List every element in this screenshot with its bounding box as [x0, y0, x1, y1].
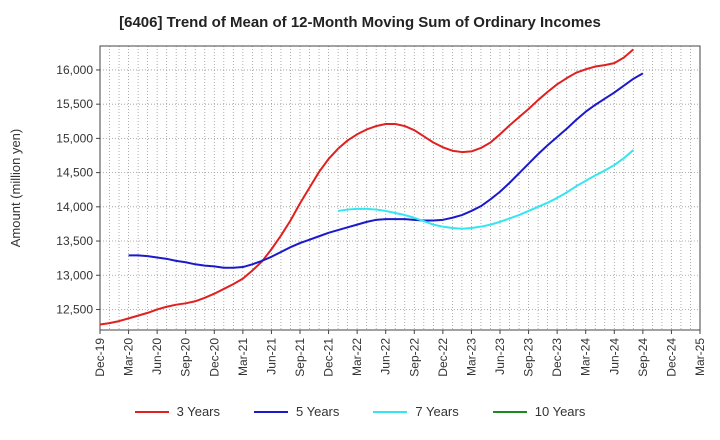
x-tick-label: Sep-21	[293, 338, 307, 377]
y-tick-label: 15,000	[56, 131, 93, 145]
legend-item: 3 Years	[134, 404, 220, 419]
series-line-5-years	[128, 72, 644, 269]
legend-label: 10 Years	[534, 404, 586, 419]
x-tick-label: Mar-21	[236, 338, 250, 376]
x-tick-label: Jun-21	[264, 338, 278, 375]
x-tick-label: Sep-23	[522, 338, 536, 377]
series-lines	[99, 48, 644, 326]
grid	[100, 46, 700, 330]
legend-swatch	[134, 410, 169, 413]
x-axis: Dec-19 Mar-20 Jun-20 Sep-20 Dec-20 Mar-21 Jun-…	[93, 330, 707, 377]
x-tick-label: Mar-23	[464, 338, 478, 376]
x-tick-label: Jun-22	[379, 338, 393, 375]
legend-swatch	[492, 410, 527, 413]
x-tick-label: Jun-23	[493, 338, 507, 375]
legend-item: 7 Years	[373, 404, 459, 419]
x-tick-label: Jun-20	[150, 338, 164, 375]
series-line-7-years	[337, 149, 634, 230]
x-tick-label: Jun-24	[607, 338, 621, 375]
y-axis-label: Amount (million yen)	[8, 129, 23, 248]
plot-frame	[99, 45, 701, 331]
y-tick-label: 14,000	[56, 200, 93, 214]
x-tick-label: Dec-20	[207, 338, 221, 377]
x-tick-label: Dec-23	[550, 338, 564, 377]
x-tick-label: Sep-20	[179, 338, 193, 377]
x-tick-label: Dec-24	[664, 338, 678, 377]
x-tick-label: Mar-20	[122, 338, 136, 376]
x-tick-label: Dec-22	[436, 338, 450, 377]
y-tick-label: 15,500	[56, 97, 93, 111]
chart-title: [6406] Trend of Mean of 12-Month Moving …	[119, 14, 601, 31]
y-tick-label: 13,000	[56, 268, 93, 282]
x-tick-label: Mar-25	[693, 338, 707, 376]
y-tick-label: 16,000	[56, 63, 93, 77]
legend-label: 3 Years	[176, 404, 220, 419]
legend-label: 7 Years	[415, 404, 459, 419]
legend-item: 5 Years	[254, 404, 339, 419]
x-tick-label: Mar-22	[350, 338, 364, 376]
legend-item: 10 Years	[492, 404, 586, 419]
y-tick-label: 13,500	[56, 234, 93, 248]
series-line-3-years	[99, 48, 634, 326]
legend-swatch	[373, 410, 408, 413]
legend-label: 5 Years	[296, 404, 340, 419]
y-tick-label: 14,500	[56, 166, 93, 180]
x-tick-label: Dec-21	[322, 338, 336, 377]
x-tick-label: Sep-22	[407, 338, 421, 377]
y-axis: 12,500 13,000 13,500 14,000 14,500 15,000 15,5…	[56, 63, 100, 316]
x-tick-label: Mar-24	[579, 338, 593, 376]
x-tick-label: Dec-19	[93, 338, 107, 377]
legend: 3 Years 5 Years 7 Years 10 Years	[0, 404, 720, 419]
y-tick-label: 12,500	[56, 302, 93, 316]
x-tick-label: Sep-24	[636, 338, 650, 377]
legend-swatch	[254, 410, 288, 413]
